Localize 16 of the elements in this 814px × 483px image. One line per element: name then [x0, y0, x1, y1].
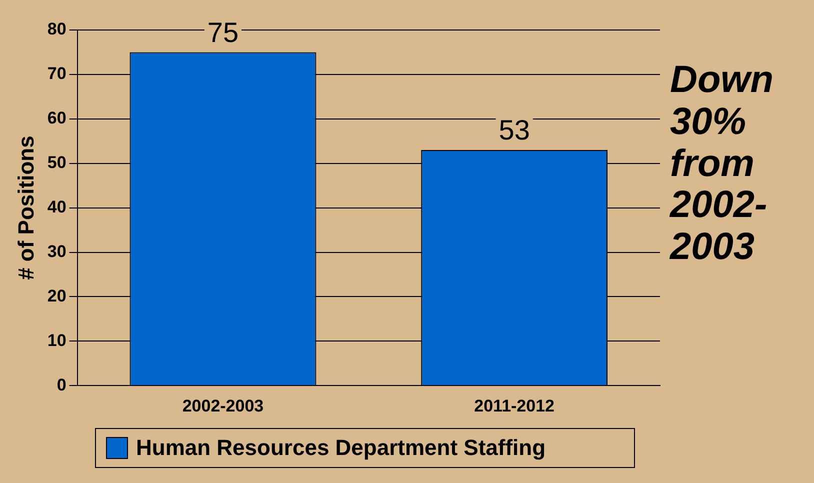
y-tick-label: 10 — [47, 330, 66, 350]
y-axis-title: # of Positions — [13, 136, 38, 280]
data-label: 53 — [498, 114, 530, 146]
y-tick-label: 30 — [47, 242, 66, 261]
y-tick-label: 50 — [47, 153, 66, 172]
x-tick-label: 2011-2012 — [474, 396, 555, 416]
y-tick-label: 80 — [47, 20, 66, 39]
y-tick-label: 20 — [47, 286, 66, 306]
x-tick-label: 2002-2003 — [182, 396, 264, 416]
text: Human Resources Department Staffing — [136, 435, 546, 461]
y-tick-label: 0 — [56, 375, 66, 394]
y-tick-label: 40 — [47, 197, 66, 216]
text: Down 30% from 2002-2003 — [670, 58, 774, 270]
data-label: 75 — [207, 16, 239, 48]
y-tick-label: 70 — [47, 64, 66, 84]
y-tick-label: 60 — [47, 108, 66, 128]
